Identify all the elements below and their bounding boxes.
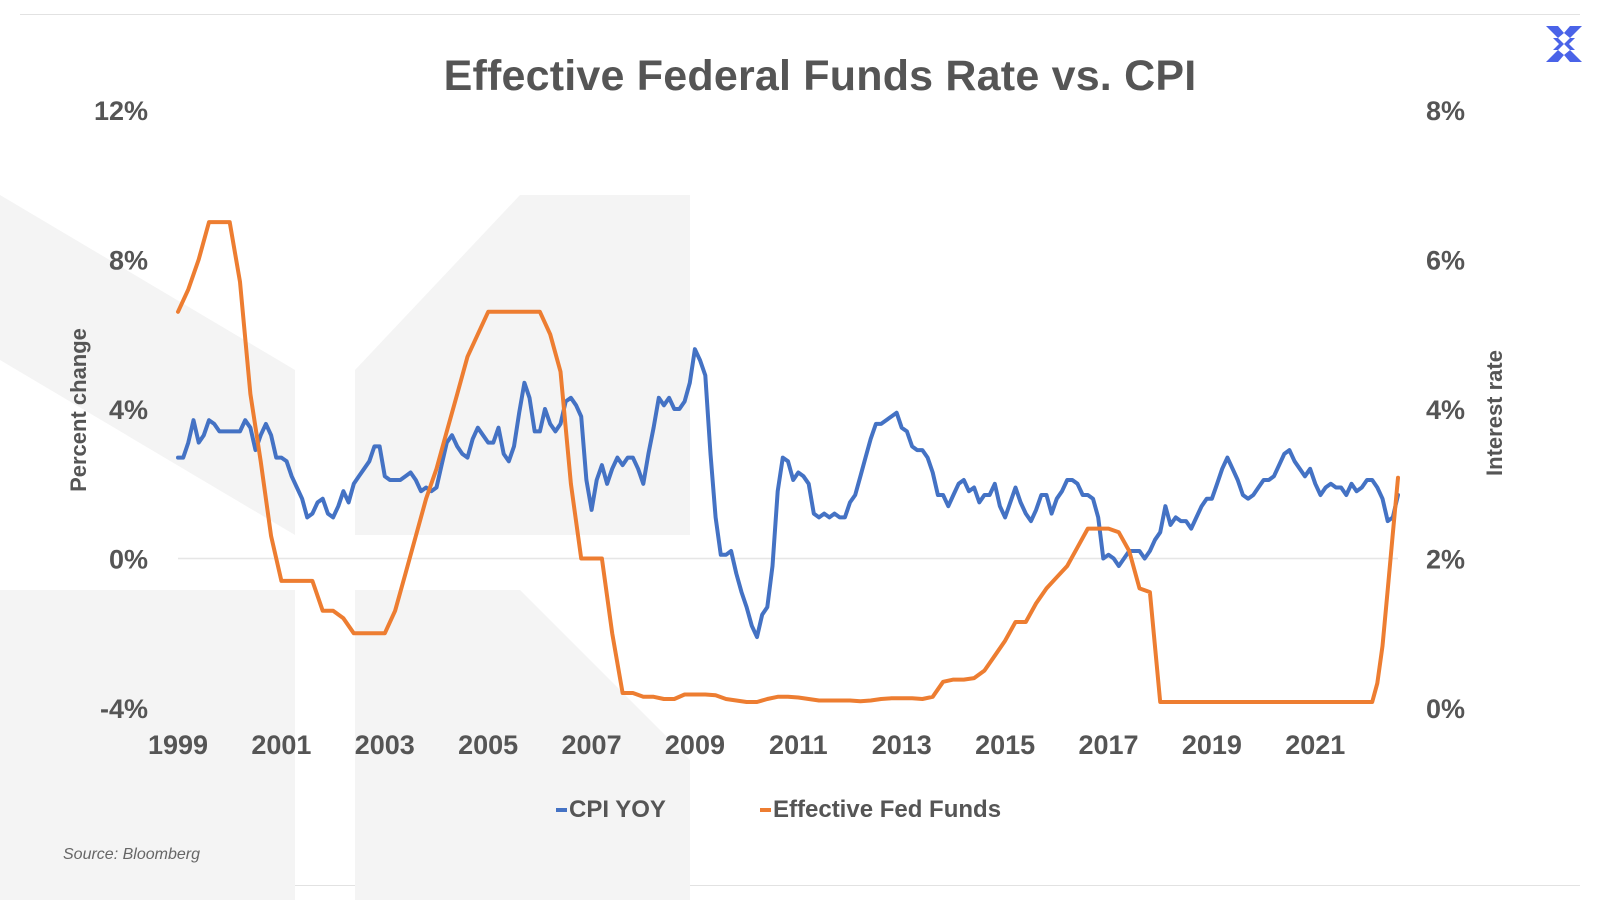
right-axis-title: Interest rate xyxy=(1482,350,1507,476)
right-axis-tick-label: 4% xyxy=(1426,395,1465,425)
right-axis-tick-label: 6% xyxy=(1426,246,1465,276)
right-axis-tick-label: 2% xyxy=(1426,545,1465,575)
x-axis-tick-label: 2015 xyxy=(975,730,1035,760)
left-axis-tick-label: 12% xyxy=(94,96,148,126)
bottom-divider xyxy=(20,885,1580,886)
source-note: Source: Bloomberg xyxy=(63,846,200,863)
x-axis-tick-label: 2005 xyxy=(458,730,518,760)
legend-item-fed-funds: Effective Fed Funds xyxy=(760,796,1001,824)
left-axis-tick-label: 0% xyxy=(109,545,148,575)
x-axis-tick-label: 2021 xyxy=(1285,730,1345,760)
left-axis-title: Percent change xyxy=(66,328,91,492)
x-axis-tick-label: 2001 xyxy=(251,730,311,760)
x-axis-tick-label: 1999 xyxy=(148,730,208,760)
legend-label-fed-funds: Effective Fed Funds xyxy=(773,796,1002,823)
x-axis-tick-label: 2017 xyxy=(1078,730,1138,760)
left-axis-tick-label: -4% xyxy=(100,694,148,724)
left-axis-tick-label: 8% xyxy=(109,246,148,276)
x-axis-tick-label: 2009 xyxy=(665,730,725,760)
x-axis-tick-label: 2013 xyxy=(872,730,932,760)
series-line-cpi-yoy xyxy=(176,347,1400,639)
chart-title: Effective Federal Funds Rate vs. CPI xyxy=(443,52,1197,100)
series-line-effective-fed-funds xyxy=(176,220,1400,704)
right-axis-tick-label: 8% xyxy=(1426,96,1465,126)
x-axis-tick-label: 2019 xyxy=(1182,730,1242,760)
legend-item-cpi: CPI YOY xyxy=(556,796,666,824)
left-axis-tick-label: 4% xyxy=(109,395,148,425)
right-axis-tick-label: 0% xyxy=(1426,694,1465,724)
x-cross-logo-icon xyxy=(1546,26,1582,62)
x-axis-tick-label: 2011 xyxy=(769,730,828,760)
legend-swatch-cpi xyxy=(556,808,567,812)
legend-swatch-fed-funds xyxy=(760,808,771,812)
legend-label-cpi: CPI YOY xyxy=(569,796,666,823)
x-axis-tick-label: 2007 xyxy=(562,730,622,760)
x-axis-tick-label: 2003 xyxy=(355,730,415,760)
top-divider xyxy=(20,14,1580,15)
